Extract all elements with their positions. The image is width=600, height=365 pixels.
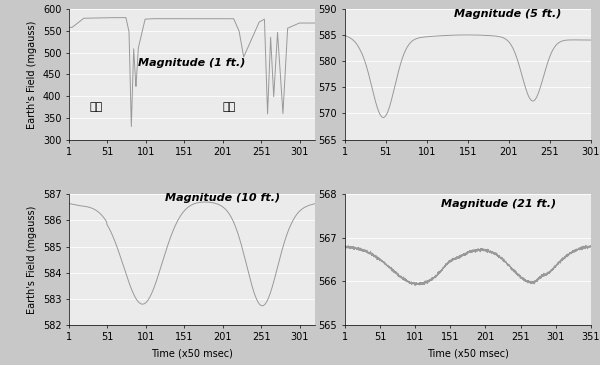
- Y-axis label: Earth's Field (mgauss): Earth's Field (mgauss): [27, 20, 37, 128]
- X-axis label: Time (x50 msec): Time (x50 msec): [427, 348, 509, 358]
- Text: 前进: 前进: [90, 102, 103, 112]
- X-axis label: Time (x50 msec): Time (x50 msec): [151, 348, 233, 358]
- Y-axis label: Earth's Field (mgauss): Earth's Field (mgauss): [27, 205, 37, 314]
- Text: Magnitude (1 ft.): Magnitude (1 ft.): [137, 58, 245, 68]
- Text: Magnitude (21 ft.): Magnitude (21 ft.): [441, 199, 556, 210]
- Text: Magnitude (10 ft.): Magnitude (10 ft.): [164, 193, 280, 203]
- Text: 后退: 后退: [222, 102, 235, 112]
- Text: Magnitude (5 ft.): Magnitude (5 ft.): [454, 9, 562, 19]
